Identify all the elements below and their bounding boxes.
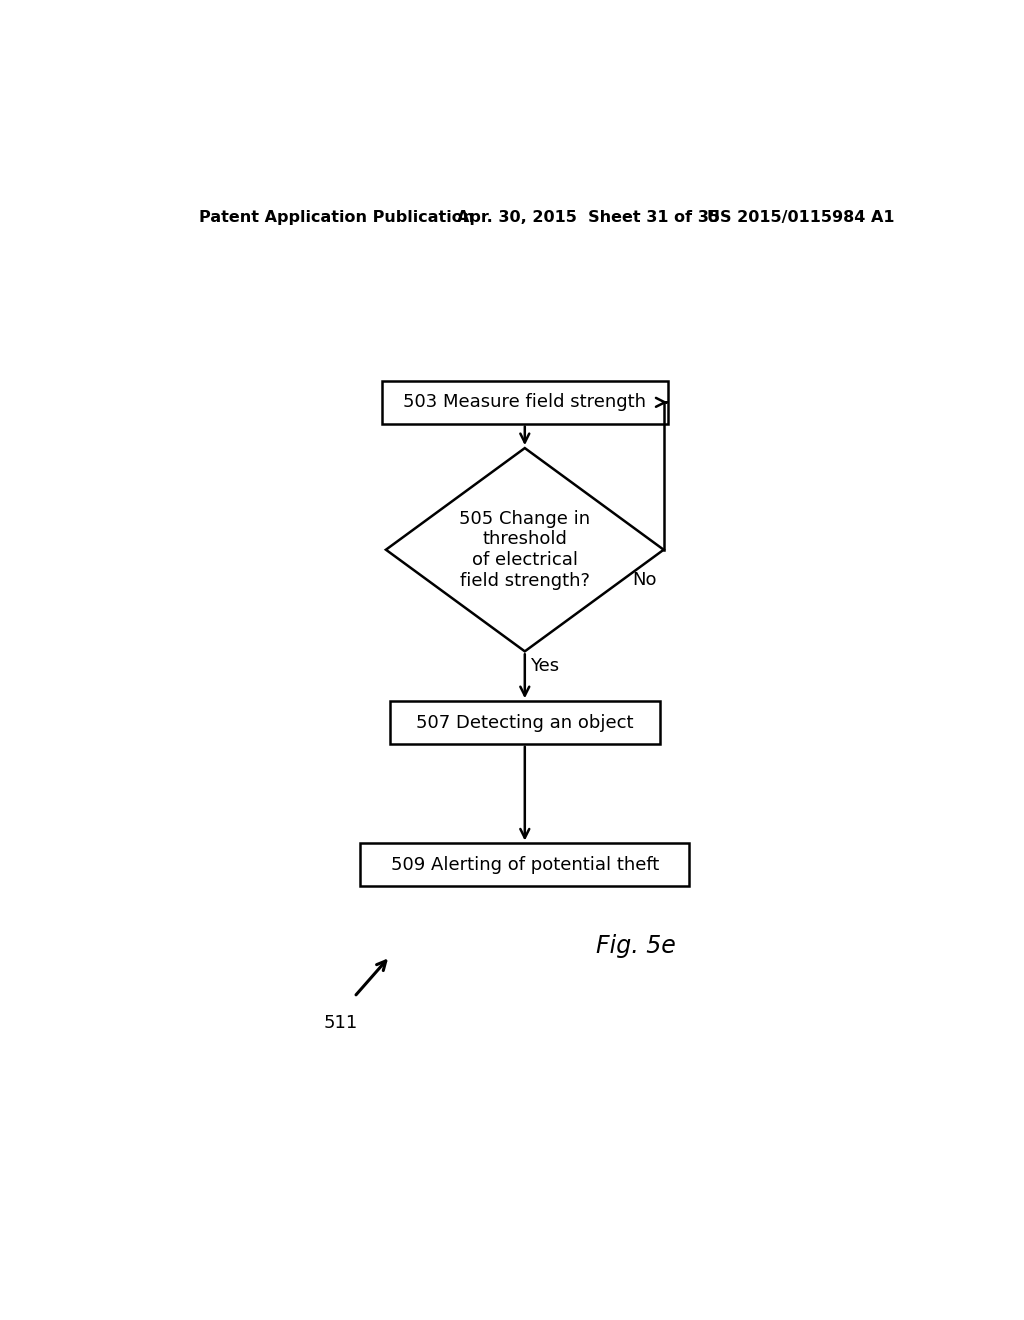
- FancyBboxPatch shape: [382, 381, 668, 424]
- Text: US 2015/0115984 A1: US 2015/0115984 A1: [708, 210, 895, 224]
- Text: 507 Detecting an object: 507 Detecting an object: [416, 714, 634, 731]
- Text: Yes: Yes: [530, 657, 559, 675]
- Text: 503 Measure field strength: 503 Measure field strength: [403, 393, 646, 412]
- FancyBboxPatch shape: [390, 701, 659, 744]
- Text: 509 Alerting of potential theft: 509 Alerting of potential theft: [391, 855, 658, 874]
- Text: Fig. 5e: Fig. 5e: [596, 935, 676, 958]
- Text: Patent Application Publication: Patent Application Publication: [200, 210, 475, 224]
- Polygon shape: [386, 447, 664, 651]
- Text: No: No: [632, 572, 656, 589]
- Text: 505 Change in
threshold
of electrical
field strength?: 505 Change in threshold of electrical fi…: [459, 510, 591, 590]
- FancyBboxPatch shape: [360, 843, 689, 886]
- Text: 511: 511: [324, 1014, 357, 1032]
- Text: Apr. 30, 2015  Sheet 31 of 35: Apr. 30, 2015 Sheet 31 of 35: [458, 210, 720, 224]
